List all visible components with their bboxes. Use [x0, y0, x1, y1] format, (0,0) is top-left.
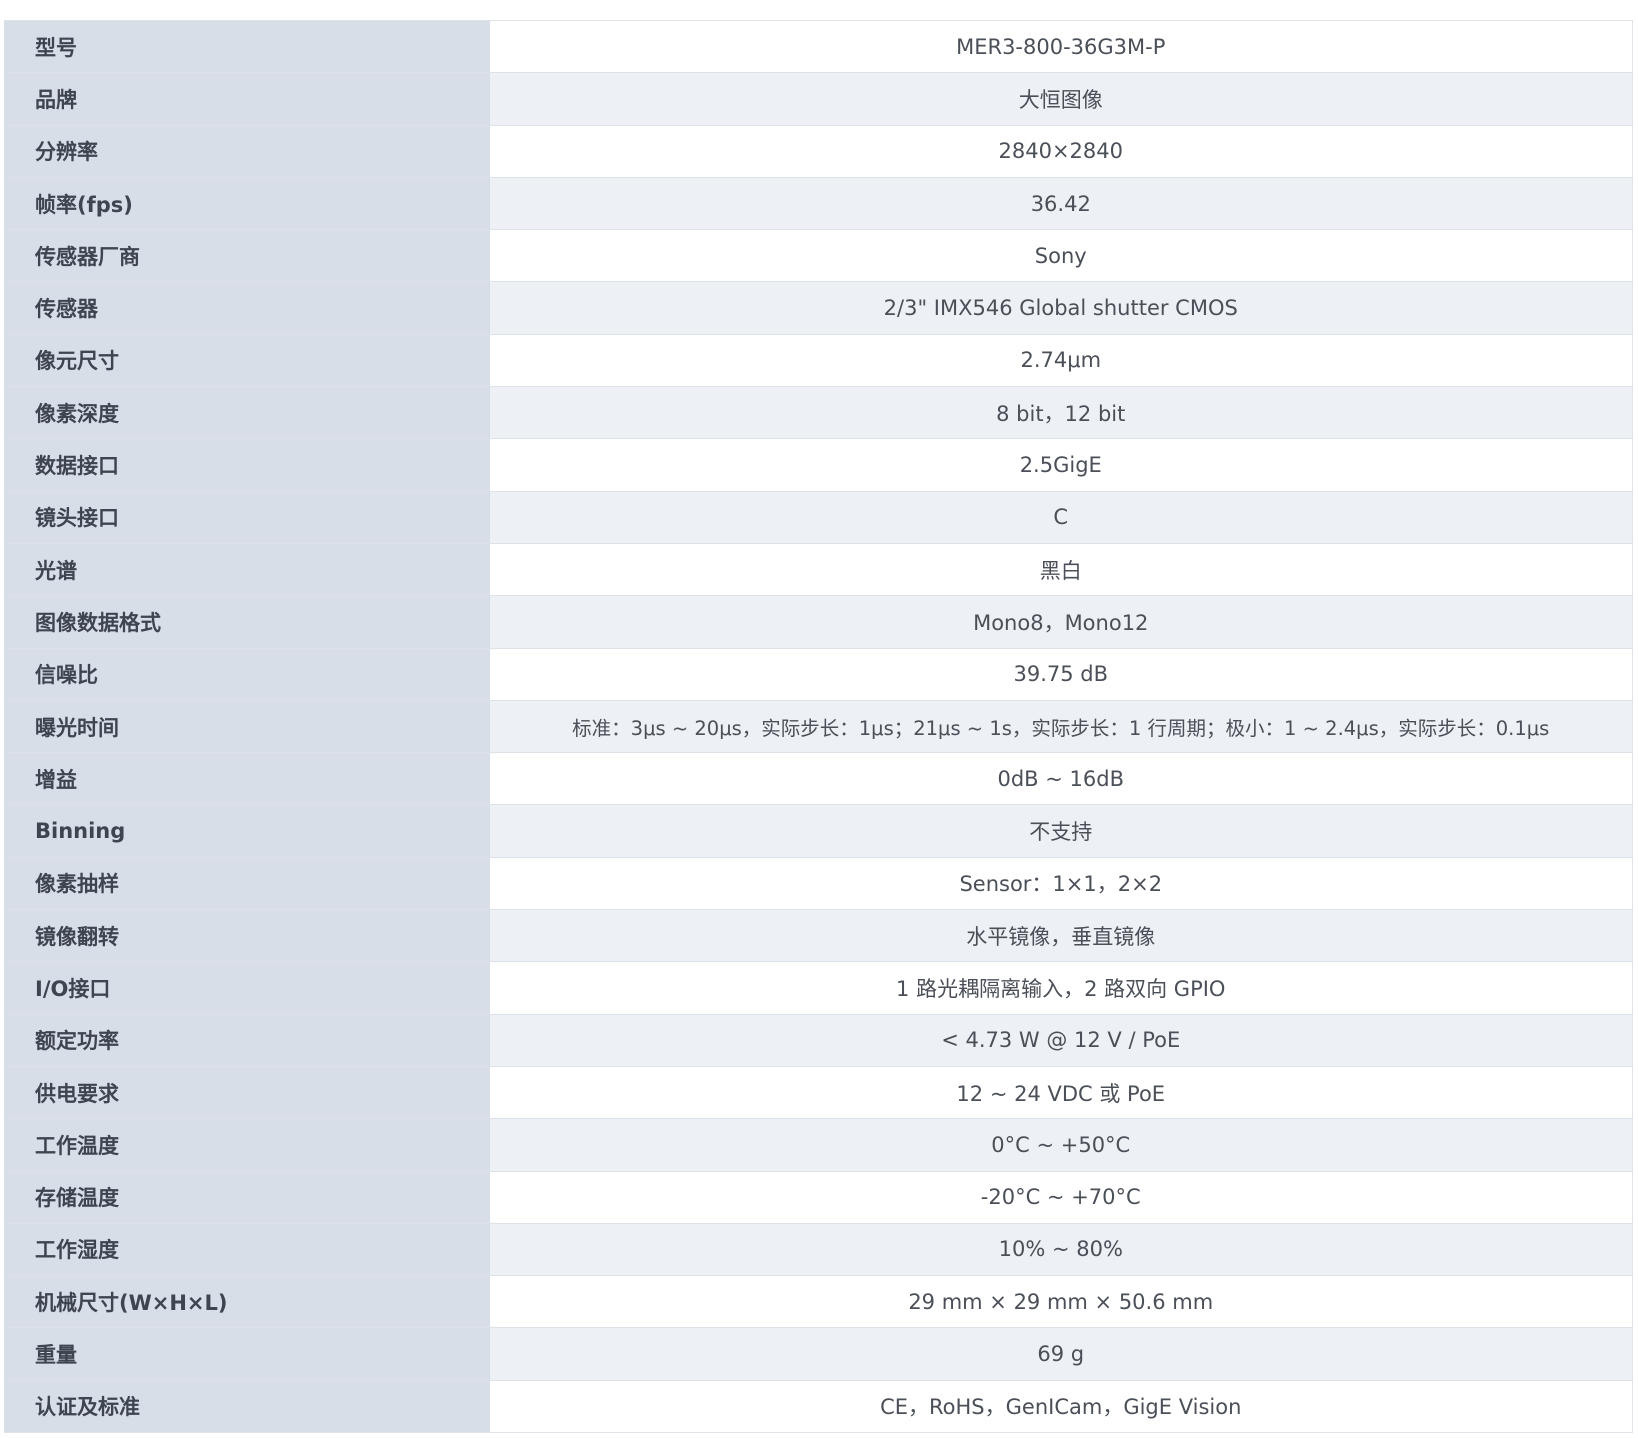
- spec-key-weight: 重量: [4, 1327, 490, 1381]
- spec-value-brand: 大恒图像: [490, 72, 1632, 126]
- table-row: 镜像翻转 水平镜像，垂直镜像: [4, 909, 1632, 963]
- table-row: 供电要求 12 ~ 24 VDC 或 PoE: [4, 1066, 1632, 1120]
- spec-value-lens-mount: C: [490, 491, 1632, 544]
- table-row: 品牌 大恒图像: [4, 72, 1632, 126]
- spec-key-operating-temp: 工作温度: [4, 1118, 490, 1172]
- table-row: 机械尺寸(W×H×L) 29 mm × 29 mm × 50.6 mm: [4, 1275, 1632, 1329]
- table-row: 额定功率 < 4.73 W @ 12 V / PoE: [4, 1014, 1632, 1067]
- spec-value-decimation: Sensor：1×1，2×2: [490, 857, 1632, 911]
- spec-value-weight: 69 g: [490, 1327, 1632, 1381]
- spec-key-humidity: 工作湿度: [4, 1223, 490, 1277]
- table-row: Binning 不支持: [4, 804, 1632, 858]
- spec-key-gain: 增益: [4, 752, 490, 806]
- table-row: 像素深度 8 bit，12 bit: [4, 386, 1632, 440]
- spec-key-pixel-size: 像元尺寸: [4, 334, 490, 388]
- table-row: 重量 69 g: [4, 1327, 1632, 1381]
- table-row: 增益 0dB ~ 16dB: [4, 752, 1632, 806]
- table-row: 分辨率 2840×2840: [4, 125, 1632, 178]
- spec-key-brand: 品牌: [4, 72, 490, 126]
- spec-key-dimensions: 机械尺寸(W×H×L): [4, 1275, 490, 1329]
- spec-value-humidity: 10% ~ 80%: [490, 1223, 1632, 1277]
- table-row: 型号 MER3-800-36G3M-P: [4, 20, 1632, 74]
- spec-table-body: 型号 MER3-800-36G3M-P 品牌 大恒图像 分辨率 2840×2840 帧…: [4, 20, 1632, 1433]
- spec-value-certification: CE，RoHS，GenICam，GigE Vision: [490, 1380, 1632, 1433]
- spec-key-image-format: 图像数据格式: [4, 595, 490, 649]
- spec-key-storage-temp: 存储温度: [4, 1171, 490, 1224]
- spec-value-spectrum: 黑白: [490, 543, 1632, 597]
- spec-key-certification: 认证及标准: [4, 1380, 490, 1433]
- spec-value-pixel-depth: 8 bit，12 bit: [490, 386, 1632, 440]
- spec-value-model: MER3-800-36G3M-P: [490, 20, 1632, 74]
- spec-value-storage-temp: -20°C ~ +70°C: [490, 1171, 1632, 1224]
- spec-value-mirror: 水平镜像，垂直镜像: [490, 909, 1632, 963]
- spec-key-sensor: 传感器: [4, 281, 490, 335]
- table-row: I/O接口 1 路光耦隔离输入，2 路双向 GPIO: [4, 961, 1632, 1015]
- table-row: 光谱 黑白: [4, 543, 1632, 597]
- spec-value-image-format: Mono8，Mono12: [490, 595, 1632, 649]
- spec-key-decimation: 像素抽样: [4, 857, 490, 911]
- table-row: 像素抽样 Sensor：1×1，2×2: [4, 857, 1632, 911]
- table-row: 曝光时间 标准：3μs ~ 20μs，实际步长：1μs；21μs ~ 1s，实际步…: [4, 700, 1632, 754]
- spec-value-power-supply: 12 ~ 24 VDC 或 PoE: [490, 1066, 1632, 1120]
- spec-value-frame-rate: 36.42: [490, 177, 1632, 231]
- spec-key-resolution: 分辨率: [4, 125, 490, 178]
- table-row: 镜头接口 C: [4, 491, 1632, 544]
- table-row: 工作湿度 10% ~ 80%: [4, 1223, 1632, 1277]
- spec-value-data-interface: 2.5GigE: [490, 438, 1632, 492]
- spec-value-sensor-vendor: Sony: [490, 229, 1632, 283]
- spec-key-data-interface: 数据接口: [4, 438, 490, 492]
- spec-key-spectrum: 光谱: [4, 543, 490, 597]
- spec-value-operating-temp: 0°C ~ +50°C: [490, 1118, 1632, 1172]
- spec-value-resolution: 2840×2840: [490, 125, 1632, 178]
- spec-value-exposure-time: 标准：3μs ~ 20μs，实际步长：1μs；21μs ~ 1s，实际步长：1 …: [490, 700, 1632, 754]
- spec-key-pixel-depth: 像素深度: [4, 386, 490, 440]
- spec-key-exposure-time: 曝光时间: [4, 700, 490, 754]
- spec-key-model: 型号: [4, 20, 490, 74]
- spec-value-gain: 0dB ~ 16dB: [490, 752, 1632, 806]
- spec-key-sensor-vendor: 传感器厂商: [4, 229, 490, 283]
- spec-key-lens-mount: 镜头接口: [4, 491, 490, 544]
- table-row: 认证及标准 CE，RoHS，GenICam，GigE Vision: [4, 1380, 1632, 1433]
- spec-key-rated-power: 额定功率: [4, 1014, 490, 1067]
- table-row: 信噪比 39.75 dB: [4, 648, 1632, 701]
- spec-value-snr: 39.75 dB: [490, 648, 1632, 701]
- table-row: 帧率(fps) 36.42: [4, 177, 1632, 231]
- spec-value-binning: 不支持: [490, 804, 1632, 858]
- table-row: 像元尺寸 2.74μm: [4, 334, 1632, 388]
- spec-key-frame-rate: 帧率(fps): [4, 177, 490, 231]
- spec-value-pixel-size: 2.74μm: [490, 334, 1632, 388]
- table-row: 传感器 2/3" IMX546 Global shutter CMOS: [4, 281, 1632, 335]
- spec-value-sensor: 2/3" IMX546 Global shutter CMOS: [490, 281, 1632, 335]
- table-row: 传感器厂商 Sony: [4, 229, 1632, 283]
- spec-key-power-supply: 供电要求: [4, 1066, 490, 1120]
- spec-key-mirror: 镜像翻转: [4, 909, 490, 963]
- spec-value-rated-power: < 4.73 W @ 12 V / PoE: [490, 1014, 1632, 1067]
- table-row: 工作温度 0°C ~ +50°C: [4, 1118, 1632, 1172]
- spec-value-dimensions: 29 mm × 29 mm × 50.6 mm: [490, 1275, 1632, 1329]
- table-row: 存储温度 -20°C ~ +70°C: [4, 1171, 1632, 1224]
- spec-table: 型号 MER3-800-36G3M-P 品牌 大恒图像 分辨率 2840×2840 帧…: [4, 20, 1633, 1434]
- table-row: 数据接口 2.5GigE: [4, 438, 1632, 492]
- spec-key-binning: Binning: [4, 804, 490, 858]
- table-row: 图像数据格式 Mono8，Mono12: [4, 595, 1632, 649]
- spec-value-io-interface: 1 路光耦隔离输入，2 路双向 GPIO: [490, 961, 1632, 1015]
- spec-key-snr: 信噪比: [4, 648, 490, 701]
- spec-key-io-interface: I/O接口: [4, 961, 490, 1015]
